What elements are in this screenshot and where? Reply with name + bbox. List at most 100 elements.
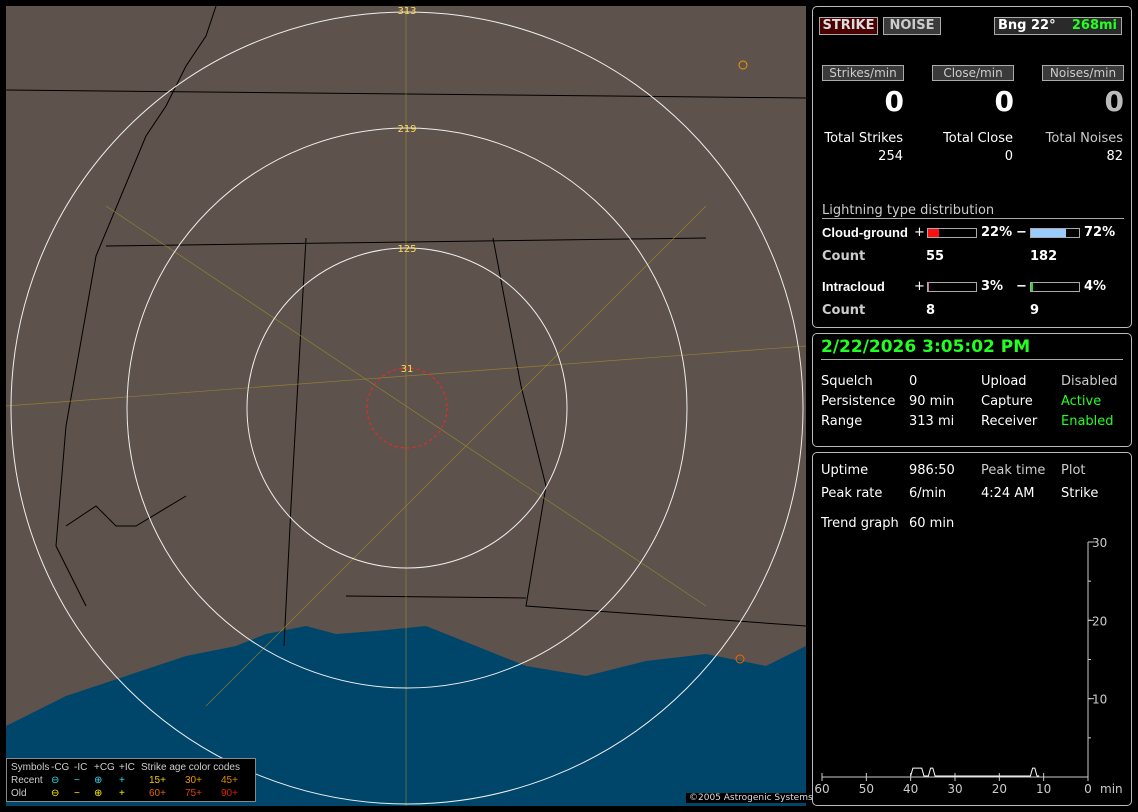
y-tick-label: 30 [1092,536,1107,550]
cloud-ground-label: Cloud-ground [822,225,908,240]
plus-sign: + [914,225,925,240]
cg-minus-bar [1030,228,1080,238]
bearing: Bng 22° [998,18,1056,33]
status-label: Squelch [821,374,873,389]
highways [6,6,806,806]
close-per-min-button[interactable]: Close/min [932,65,1014,81]
total-noises: 82 [1106,149,1123,164]
strike-marker-icon [735,654,745,664]
distribution-title: Lightning type distribution [822,203,1124,219]
range-rings [10,11,804,805]
pos-cg-icon: ⊕ [94,788,103,799]
count-label: Count [822,303,866,318]
map-canvas: 31 125 219 313 [6,6,806,806]
status-label: Persistence [821,394,896,409]
plot-type[interactable]: Strike [1061,486,1099,501]
strike-button[interactable]: STRIKE [819,17,878,35]
age-30: 30+ [185,775,202,786]
intracloud-label: Intracloud [822,279,885,294]
x-tick-label: 30 [947,782,962,796]
cg-plus-bar [927,228,977,238]
legend-age-title: Strike age color codes [141,762,240,773]
neg-ic-icon: − [74,788,80,799]
legend-recent: Recent [11,775,43,786]
uptime: 986:50 [909,463,955,478]
total-close-label: Total Close [943,131,1013,146]
minus-sign: − [1016,279,1027,294]
legend-neg-cg: -CG [51,762,70,773]
count-label: Count [822,249,866,264]
neg-cg-icon: ⊖ [51,775,60,786]
uptime-label: Uptime [821,463,869,478]
noises-per-min: 0 [1104,85,1124,118]
total-close: 0 [1004,149,1013,164]
trend-label: Trend graph [821,516,899,531]
pos-cg-icon: ⊕ [94,775,103,786]
total-strikes: 254 [878,149,903,164]
cg-plus-count: 55 [926,249,945,264]
range-label-219: 219 [397,124,416,135]
symbol-legend: Symbols -CG -IC +CG +IC Strike age color code… [6,758,256,802]
age-15: 15+ [149,775,166,786]
pos-ic-icon: + [119,788,125,799]
status-value2: Active [1061,394,1102,409]
status-value: 0 [909,374,918,389]
legend-pos-cg: +CG [94,762,115,773]
status-value2: Enabled [1061,414,1114,429]
trend-graph: 60 50 40 30 20 10 0 min 10 20 30 [814,536,1123,796]
status-label2: Upload [981,374,1027,389]
legend-old: Old [11,788,27,799]
legend-symbols: Symbols [11,762,50,773]
trend-period[interactable]: 60 min [909,516,955,531]
distance: 268mi [1071,18,1117,33]
plot-label: Plot [1061,463,1086,478]
lightning-map[interactable]: 31 125 219 313 [6,6,806,806]
cg-plus-pct: 22% [981,225,1013,240]
peak-time-label: Peak time [981,463,1046,478]
stats-panel: Uptime 986:50 Peak time Plot Peak rate 6… [812,452,1132,806]
ic-minus-bar [1030,282,1080,292]
legend-pos-ic: +IC [119,762,135,773]
close-per-min: 0 [994,85,1014,118]
x-tick-label: 40 [903,782,918,796]
neg-cg-icon: ⊖ [51,788,60,799]
x-tick-label: 60 [814,782,829,796]
age-90: 90+ [221,788,238,799]
ic-plus-count: 8 [926,303,936,318]
trend-line [910,767,1040,777]
ic-plus-bar [927,282,977,292]
strikes-per-min: 0 [884,85,904,118]
x-axis-label: min [1100,782,1123,796]
peak-time: 4:24 AM [981,486,1035,501]
x-tick-label: 10 [1036,782,1051,796]
peak-rate-label: Peak rate [821,486,883,501]
age-60: 60+ [149,788,166,799]
x-tick-label: 0 [1084,782,1092,796]
datetime: 2/22/2026 3:05:02 PM [821,337,1123,360]
strikes-per-min-button[interactable]: Strikes/min [822,65,904,81]
bearing-readout: Bng 22° 268mi [994,17,1122,35]
ic-minus-pct: 4% [1084,279,1107,294]
status-label2: Receiver [981,414,1038,429]
range-label-31: 31 [401,364,414,375]
cg-minus-count: 182 [1030,249,1058,264]
legend-neg-ic: -IC [74,762,88,773]
status-panel: 2/22/2026 3:05:02 PM Squelch 0 Upload Disab… [812,333,1132,447]
status-value: 90 min [909,394,955,409]
status-value2: Disabled [1061,374,1118,389]
total-noises-label: Total Noises [1045,131,1123,146]
y-tick-label: 20 [1092,614,1107,628]
status-label: Range [821,414,863,429]
cg-minus-pct: 72% [1084,225,1116,240]
plus-sign: + [914,279,925,294]
x-tick-label: 20 [992,782,1007,796]
noises-per-min-button[interactable]: Noises/min [1042,65,1124,81]
strike-marker-icon [738,60,748,70]
ic-minus-count: 9 [1030,303,1040,318]
copyright: ©2005 Astrogenic Systems [686,793,816,803]
noise-button[interactable]: NOISE [883,17,941,35]
range-label-313: 313 [397,6,416,17]
pos-ic-icon: + [119,775,125,786]
x-tick-label: 50 [859,782,874,796]
range-label-125: 125 [397,244,416,255]
